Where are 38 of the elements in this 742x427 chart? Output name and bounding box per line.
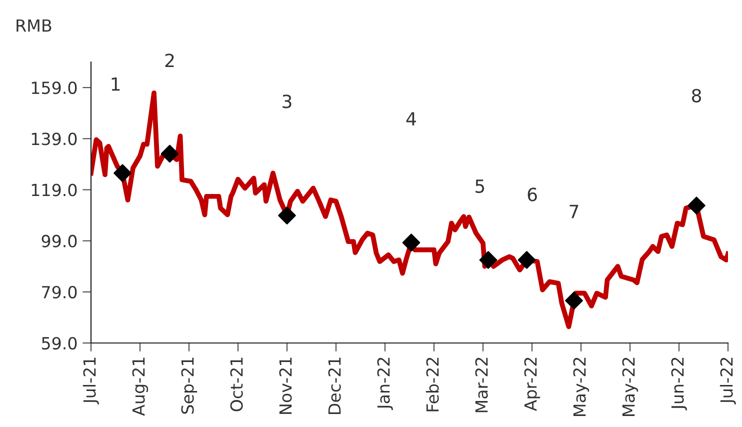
x-tick-label: Nov-21 bbox=[279, 358, 292, 414]
x-tick-label: Jun-22 bbox=[671, 358, 687, 410]
x-tick-label: Feb-22 bbox=[426, 358, 439, 412]
y-tick-label: 79.0 bbox=[42, 286, 77, 298]
annotation: 8 bbox=[692, 88, 702, 102]
y-tick-label: 59.0 bbox=[42, 336, 77, 350]
y-tick-label: 99.0 bbox=[42, 234, 77, 248]
annotation: 7 bbox=[570, 204, 578, 218]
x-tick-label: Oct-21 bbox=[230, 358, 243, 412]
annotation: 1 bbox=[112, 77, 120, 91]
x-tick-label: Mar-22 bbox=[475, 358, 488, 412]
point bbox=[518, 251, 536, 269]
x-tick-label: Aug-21 bbox=[132, 358, 148, 416]
y-tick-label: 159.0 bbox=[32, 82, 77, 94]
x-tick-label: Apr-22 bbox=[524, 358, 540, 412]
x-tick-label: Jul-21 bbox=[82, 358, 99, 404]
x-tick-label: May-22 bbox=[622, 358, 638, 416]
point bbox=[278, 206, 296, 224]
x-tick-label: Jan-22 bbox=[377, 358, 393, 410]
line-series bbox=[91, 90, 728, 330]
x-tick-label: Sep-21 bbox=[181, 358, 198, 414]
point bbox=[402, 234, 420, 252]
x-tick-label: Dec-21 bbox=[328, 358, 341, 414]
y-axis-title: RMB bbox=[16, 19, 52, 32]
point bbox=[160, 144, 179, 163]
y-tick-label: 119.0 bbox=[32, 184, 77, 196]
annotation: 2 bbox=[165, 54, 174, 68]
x-tick-label: May-22 bbox=[573, 358, 590, 416]
point bbox=[114, 164, 132, 182]
y-tick-label: 139.0 bbox=[32, 132, 77, 146]
point bbox=[565, 292, 583, 310]
annotation: 5 bbox=[476, 180, 484, 193]
annotation: 4 bbox=[406, 112, 416, 126]
point bbox=[688, 196, 706, 214]
annotation: 6 bbox=[528, 188, 537, 202]
point bbox=[479, 251, 498, 269]
x-tick-label: Jul-22 bbox=[720, 358, 736, 404]
annotation: 3 bbox=[282, 94, 292, 108]
